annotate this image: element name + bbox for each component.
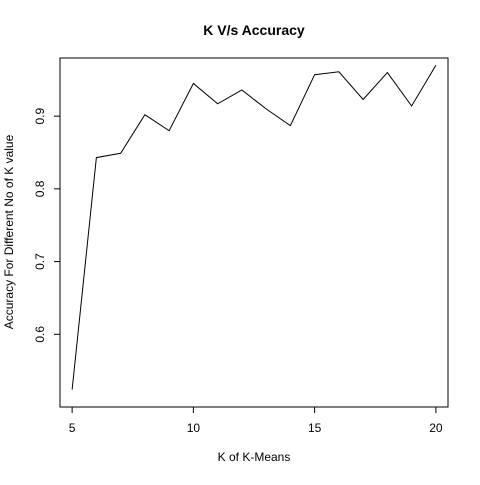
x-tick-label: 15 — [308, 421, 322, 435]
x-axis-label: K of K-Means — [218, 450, 291, 464]
y-axis-label: Accuracy For Different No of K value — [2, 134, 16, 329]
y-tick-label: 0.8 — [33, 180, 47, 197]
chart-title: K V/s Accuracy — [203, 22, 305, 38]
y-tick-label: 0.7 — [33, 253, 47, 270]
series-group — [72, 65, 436, 389]
x-axis: 5 10 15 20 — [69, 407, 443, 435]
x-tick-label: 5 — [69, 421, 76, 435]
x-tick-label: 20 — [429, 421, 443, 435]
accuracy-line — [72, 65, 436, 389]
plot-frame — [60, 58, 448, 407]
y-tick-label: 0.6 — [33, 326, 47, 343]
x-tick-label: 10 — [187, 421, 201, 435]
y-axis: 0.6 0.7 0.8 0.9 — [33, 108, 60, 343]
y-tick-label: 0.9 — [33, 108, 47, 125]
